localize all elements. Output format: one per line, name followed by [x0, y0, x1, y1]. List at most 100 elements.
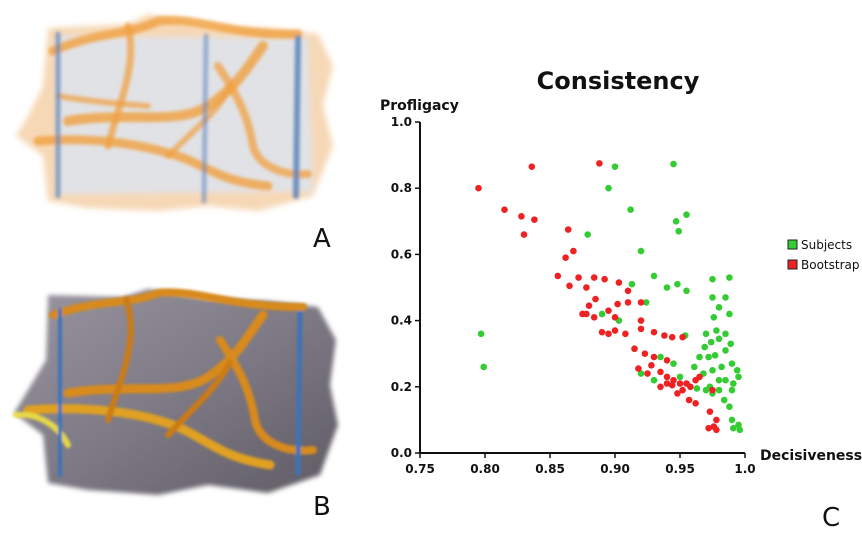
render-band: [13, 411, 71, 448]
data-point-subjects: [705, 353, 712, 361]
legend-label: Subjects: [801, 238, 852, 252]
render-band: [49, 288, 307, 319]
data-point-bootstrap: [624, 299, 632, 306]
data-point-subjects: [728, 416, 736, 424]
data-point-bootstrap: [570, 247, 577, 255]
data-point-subjects: [726, 403, 733, 410]
data-point-bootstrap: [657, 368, 664, 376]
data-point-subjects: [715, 335, 723, 343]
data-point-bootstrap: [637, 317, 645, 324]
data-point-bootstrap: [611, 313, 619, 321]
data-point-bootstrap: [564, 226, 572, 233]
render-band: [104, 22, 135, 150]
data-point-subjects: [477, 330, 485, 338]
data-point-subjects: [627, 206, 634, 214]
data-point-bootstrap: [713, 426, 720, 434]
data-point-subjects: [722, 330, 729, 338]
data-point-bootstrap: [709, 386, 716, 394]
data-point-bootstrap: [687, 383, 694, 391]
data-point-subjects: [611, 163, 619, 170]
render-band: [48, 15, 303, 56]
data-point-subjects: [711, 352, 719, 359]
data-point-subjects: [696, 353, 703, 361]
panel-label-c: C: [822, 503, 841, 533]
data-point-subjects: [735, 421, 742, 429]
data-point-bootstrap: [644, 370, 651, 377]
data-point-bootstrap: [601, 275, 608, 283]
y-tick-label: 0.6: [391, 247, 412, 261]
x-tick-label: 1.0: [734, 462, 755, 476]
data-point-bootstrap: [528, 163, 536, 170]
render-line: [295, 310, 303, 476]
render-image-b: [13, 288, 338, 495]
data-point-subjects: [726, 274, 733, 281]
data-point-subjects: [650, 272, 658, 280]
data-point-subjects: [726, 310, 733, 318]
data-point-subjects: [683, 211, 690, 218]
legend-swatch: [787, 239, 798, 250]
data-point-bootstrap: [668, 333, 676, 341]
data-point-bootstrap: [657, 383, 664, 391]
data-point-subjects: [663, 284, 671, 291]
data-point-bootstrap: [679, 333, 686, 341]
data-point-subjects: [628, 280, 636, 288]
data-point-subjects: [715, 304, 723, 311]
data-point-subjects: [715, 376, 723, 384]
data-point-subjects: [713, 327, 720, 334]
data-point-subjects: [672, 218, 680, 225]
data-point-bootstrap: [605, 330, 612, 338]
data-point-subjects: [691, 363, 698, 371]
data-point-bootstrap: [531, 216, 538, 223]
render-band: [165, 360, 233, 438]
panel-label-a: A: [313, 224, 331, 254]
data-point-bootstrap: [713, 416, 720, 424]
data-point-bootstrap: [566, 282, 573, 290]
data-point-subjects: [605, 184, 612, 192]
x-tick-label: 0.90: [600, 462, 630, 476]
y-tick-label: 0.0: [391, 446, 412, 460]
data-point-subjects: [670, 360, 677, 367]
data-point-subjects: [715, 386, 723, 394]
data-point-bootstrap: [705, 424, 712, 432]
data-point-subjects: [650, 376, 658, 384]
data-point-bootstrap: [475, 184, 482, 192]
data-point-subjects: [735, 373, 742, 381]
data-point-subjects: [730, 424, 737, 432]
y-tick-label: 0.2: [391, 380, 412, 394]
data-point-bootstrap: [692, 400, 699, 407]
data-point-subjects: [733, 366, 741, 374]
chart-title: Consistency: [537, 67, 700, 95]
panel-label-b: B: [313, 492, 331, 522]
data-point-bootstrap: [692, 376, 699, 384]
data-point-subjects: [710, 313, 718, 321]
data-point-bootstrap: [583, 310, 590, 318]
data-point-bootstrap: [650, 353, 658, 361]
data-point-bootstrap: [670, 376, 677, 384]
data-point-bootstrap: [668, 381, 676, 389]
data-point-subjects: [728, 360, 736, 367]
data-point-subjects: [736, 426, 744, 434]
data-point-subjects: [730, 380, 737, 387]
data-point-bootstrap: [611, 327, 619, 334]
data-point-subjects: [637, 247, 645, 255]
data-point-bootstrap: [631, 345, 638, 353]
data-point-subjects: [480, 363, 488, 371]
x-axis-title: Decisiveness: [760, 448, 862, 464]
data-point-subjects: [584, 231, 591, 238]
legend-swatch: [787, 259, 798, 270]
data-point-bootstrap: [663, 380, 671, 387]
data-point-bootstrap: [676, 380, 684, 387]
data-point-subjects: [709, 275, 716, 283]
data-point-bootstrap: [637, 299, 645, 306]
data-point-bootstrap: [661, 332, 668, 339]
data-point-bootstrap: [562, 254, 569, 262]
data-point-subjects: [709, 366, 716, 374]
data-point-bootstrap: [624, 287, 632, 295]
data-point-bootstrap: [674, 390, 681, 397]
data-point-bootstrap: [614, 300, 621, 308]
data-point-bootstrap: [679, 386, 686, 394]
data-point-bootstrap: [520, 231, 528, 238]
data-point-bootstrap: [663, 373, 671, 381]
render-band: [105, 296, 134, 423]
